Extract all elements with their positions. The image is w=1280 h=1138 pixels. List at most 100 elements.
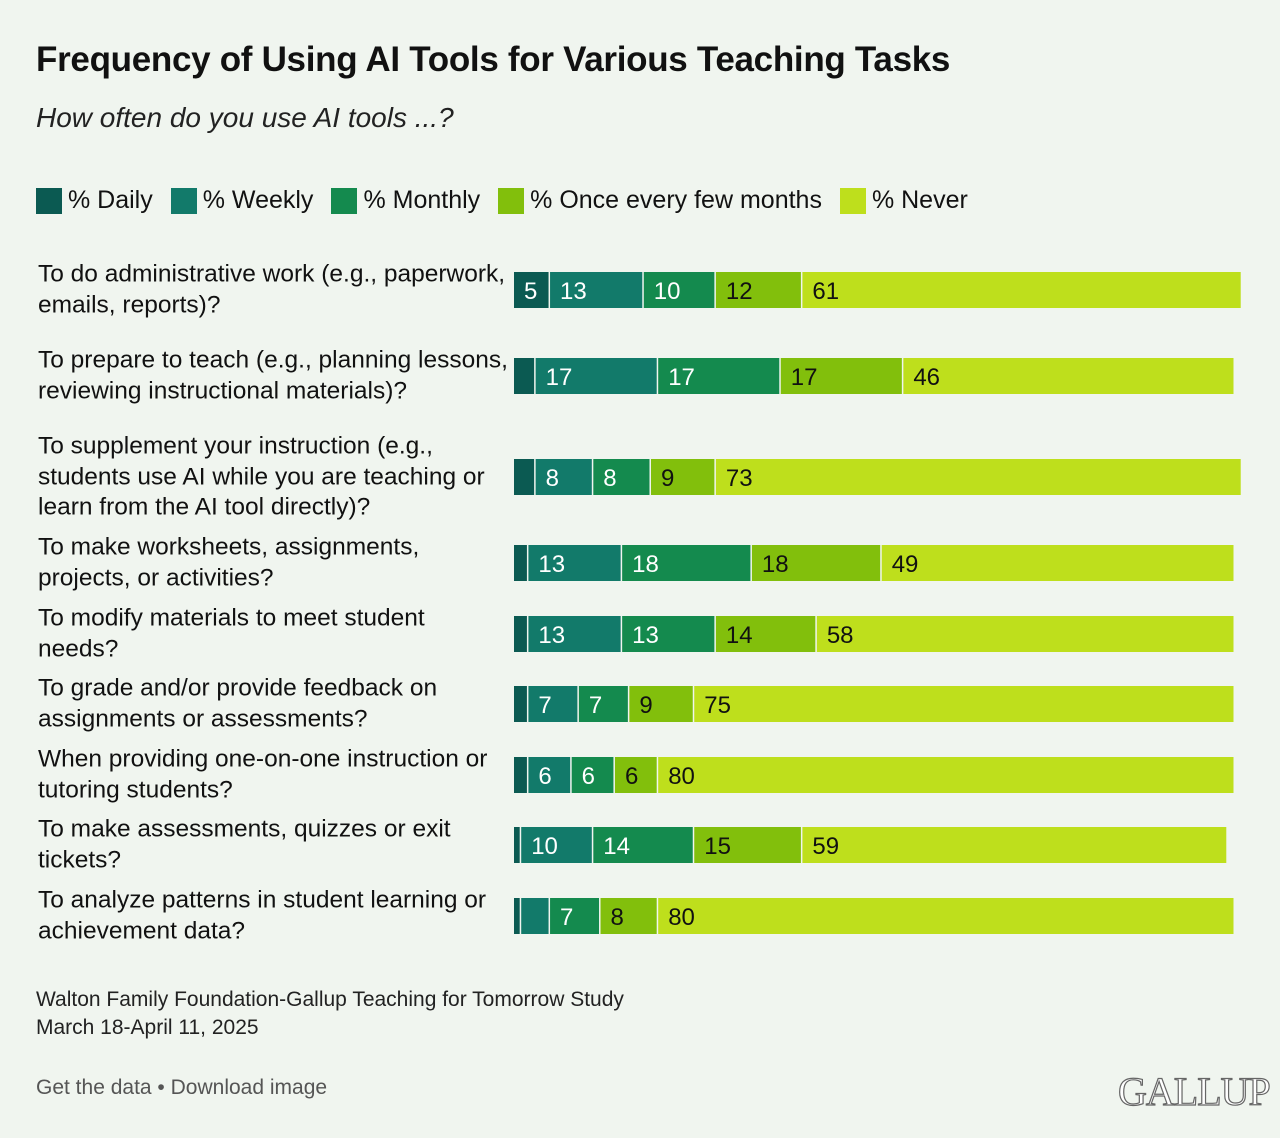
bar-data-label: 7 (538, 692, 551, 719)
bar-segment-weekly (528, 545, 621, 581)
bar-data-label: 58 (827, 622, 854, 649)
bar-data-label: 7 (560, 904, 573, 931)
bar-segment-daily (514, 272, 549, 308)
bar-data-label: 49 (892, 551, 919, 578)
bar-segment-few-months (694, 827, 801, 863)
bar-segment-monthly (593, 459, 650, 495)
chart-title: Frequency of Using AI Tools for Various … (36, 40, 951, 79)
bar-segment-monthly (550, 898, 600, 934)
row-label: When providing one-on-one instruction or… (38, 745, 488, 804)
bar-segment-weekly (528, 686, 578, 722)
bar-segment-few-months (629, 686, 693, 722)
row-label: To supplement your instruction (e.g., st… (38, 432, 485, 521)
row-label: To analyze patterns in student learning … (38, 886, 487, 945)
bar-data-label: 6 (582, 763, 595, 790)
bar-segment-monthly (593, 827, 693, 863)
legend-swatch-weekly (170, 187, 197, 214)
row-label: To do administrative work (e.g., paperwo… (38, 260, 506, 319)
bar-segment-few-months (600, 898, 657, 934)
bar-segment-never (658, 757, 1234, 793)
bar-segment-never (903, 358, 1234, 394)
legend-label-never: % Never (871, 186, 968, 214)
bar-segment-weekly (528, 616, 621, 652)
bar-data-label: 13 (538, 622, 565, 649)
bar-segment-weekly (521, 898, 549, 934)
bar-segment-monthly (578, 686, 628, 722)
row-label: To modify materials to meet student need… (38, 604, 425, 663)
bar-data-label: 80 (668, 904, 695, 931)
bar-segment-daily (514, 898, 520, 934)
bar-data-label: 59 (812, 833, 839, 860)
legend-swatch-never (839, 187, 866, 214)
download-image-link[interactable]: Download image (170, 1076, 328, 1099)
bar-data-label: 9 (639, 692, 652, 719)
source-note: Walton Family Foundation-Gallup Teaching… (36, 986, 624, 1042)
legend-label-weekly: % Weekly (202, 186, 314, 214)
bar-segment-few-months (650, 459, 715, 495)
source-line-1: Walton Family Foundation-Gallup Teaching… (36, 988, 624, 1011)
bar-data-label: 14 (603, 833, 630, 860)
bar-segment-daily (514, 616, 527, 652)
bar-data-label: 73 (726, 465, 753, 492)
bar-segment-daily (514, 827, 520, 863)
bar-segment-few-months (751, 545, 881, 581)
footer-links: Get the data • Download image (36, 1076, 327, 1100)
bar-data-label: 10 (654, 278, 681, 305)
legend-label-monthly: % Monthly (363, 186, 481, 214)
bar-segment-never (694, 686, 1234, 722)
bar-segment-daily (514, 757, 527, 793)
row-label: To make assessments, quizzes or exit tic… (38, 815, 451, 874)
bar-data-label: 17 (791, 364, 818, 391)
legend-label-few-months: % Once every few months (530, 186, 822, 214)
bar-data-label: 8 (603, 465, 616, 492)
bar-data-label: 13 (632, 622, 659, 649)
bar-segment-monthly (658, 358, 780, 394)
bar-data-label: 7 (589, 692, 602, 719)
legend-swatch-few-months (498, 187, 525, 214)
bar-segment-daily (514, 686, 527, 722)
legend-swatch-monthly (331, 187, 358, 214)
gallup-logo: GALLUP (1117, 1068, 1271, 1114)
bar-segment-daily (514, 545, 527, 581)
bar-segment-weekly (535, 459, 592, 495)
bar-data-label: 9 (661, 465, 674, 492)
legend-item-daily: % Daily (36, 186, 153, 215)
bar-segment-few-months (715, 616, 816, 652)
bar-segment-weekly (550, 272, 643, 308)
bar-data-label: 13 (560, 278, 587, 305)
bar-segment-never (802, 827, 1227, 863)
bar-segment-daily (514, 459, 535, 495)
bar-data-label: 18 (632, 551, 659, 578)
bar-segment-few-months (780, 358, 902, 394)
bar-segment-few-months (614, 757, 657, 793)
bar-segment-weekly (535, 358, 657, 394)
bar-data-label: 15 (704, 833, 731, 860)
legend: % Daily % Weekly % Monthly % Once every … (36, 186, 986, 215)
bar-segment-monthly (622, 545, 751, 581)
legend-item-never: % Never (839, 186, 968, 215)
bar-data-label: 46 (913, 364, 940, 391)
bar-data-label: 12 (726, 278, 753, 305)
bar-segment-never (802, 272, 1241, 308)
bar-data-label: 75 (704, 692, 731, 719)
bar-segment-monthly (622, 616, 715, 652)
bar-segment-weekly (521, 827, 592, 863)
chart-subtitle: How often do you use AI tools ...? (36, 102, 454, 133)
bar-data-label: 8 (611, 904, 624, 931)
bar-data-label: 10 (531, 833, 558, 860)
get-data-link[interactable]: Get the data (36, 1076, 152, 1099)
bar-data-label: 14 (726, 622, 753, 649)
bar-data-label: 17 (546, 364, 573, 391)
bar-data-label: 17 (668, 364, 695, 391)
bar-segment-few-months (715, 272, 801, 308)
legend-item-monthly: % Monthly (331, 186, 480, 215)
bar-segment-monthly (643, 272, 715, 308)
bar-segment-weekly (528, 757, 571, 793)
bar-data-label: 5 (524, 278, 537, 305)
row-label: To make worksheets, assignments, project… (38, 533, 420, 592)
bar-data-label: 61 (812, 278, 839, 305)
bar-segment-never (658, 898, 1234, 934)
source-line-2: March 18-April 11, 2025 (36, 1016, 259, 1039)
bar-data-label: 6 (538, 763, 551, 790)
